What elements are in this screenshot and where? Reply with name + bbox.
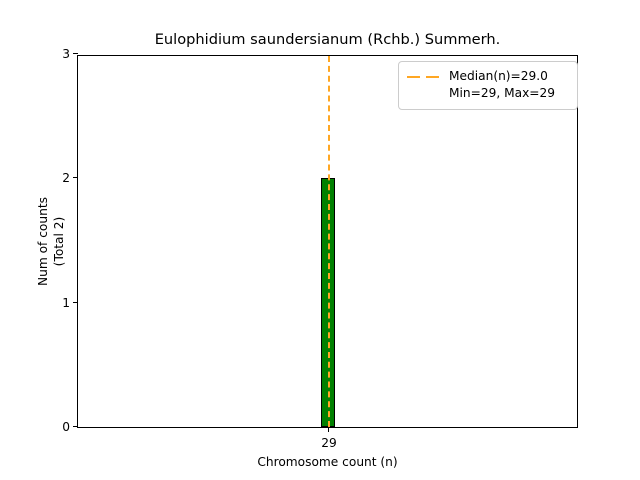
y-axis-label-line1: Num of counts [36,197,50,286]
legend-label-minmax: Min=29, Max=29 [449,86,556,100]
y-tick-label-0: 0 [62,420,70,434]
legend: Median(n)=29.0 Min=29, Max=29 [398,61,578,110]
y-tick-label-1: 1 [62,295,70,310]
x-tick-label-29: 29 [321,436,337,450]
legend-label-median: Median(n)=29.0 [449,69,548,83]
y-tick-label-2: 2 [62,171,70,186]
y-tick-label-3: 3 [62,47,70,61]
y-tick-1: 1 [62,296,78,310]
y-tick-3: 3 [62,47,78,61]
x-tick-29: 29 [321,427,337,450]
plot-area: 0 1 2 3 29 [62,47,578,450]
y-tick-2: 2 [62,171,78,185]
y-axis-label: Num of counts (Total 2) [34,55,68,428]
median-line [328,56,330,427]
page-title: Eulophidium saundersianum (Rchb.) Summer… [154,31,501,48]
legend-label: Median(n)=29.0 Min=29, Max=29 [449,68,555,102]
y-axis-label-line2: (Total 2) [52,216,66,267]
x-axis-label: Chromosome count (n) [257,455,398,469]
y-tick-0: 0 [62,420,78,434]
legend-dashed-line-icon [407,69,441,85]
